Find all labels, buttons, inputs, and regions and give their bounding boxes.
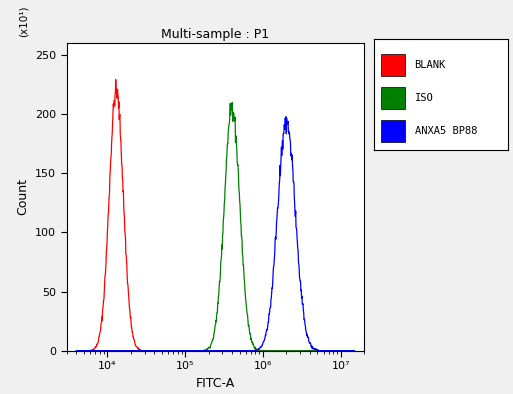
Text: (x10¹): (x10¹) [19, 6, 29, 37]
Bar [381, 87, 405, 109]
Bar [381, 54, 405, 76]
Y-axis label: Count: Count [16, 178, 30, 216]
Text: ANXA5 BP88: ANXA5 BP88 [415, 126, 477, 136]
X-axis label: FITC-A: FITC-A [196, 377, 235, 390]
Text: ISO: ISO [415, 93, 433, 103]
Bar [381, 120, 405, 142]
Text: BLANK: BLANK [415, 60, 446, 70]
Title: Multi-sample : P1: Multi-sample : P1 [162, 28, 269, 41]
